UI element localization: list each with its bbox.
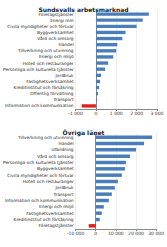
svg-text:Personliga och kulturella tjän: Personliga och kulturella tjänster <box>3 67 74 72</box>
svg-text:Handel: Handel <box>58 42 73 47</box>
svg-text:Civila myndigheter och försvar: Civila myndigheter och försvar <box>7 24 73 29</box>
svg-text:1 000: 1 000 <box>110 111 123 116</box>
svg-text:10 000: 10 000 <box>108 231 124 236</box>
svg-text:Tillverkning och utvinning: Tillverkning och utvinning <box>18 134 74 140</box>
svg-text:Tillverkning och utvinning: Tillverkning och utvinning <box>17 48 74 53</box>
svg-text:Byggverksamhet: Byggverksamhet <box>37 166 74 171</box>
svg-text:Transport: Transport <box>52 192 73 197</box>
svg-text:Energi och miljö: Energi och miljö <box>39 54 74 59</box>
svg-text:Hotell och restauranger: Hotell och restauranger <box>23 179 74 184</box>
svg-text:Övriga länet: Övriga länet <box>63 129 105 137</box>
svg-text:Jordbruk: Jordbruk <box>55 73 75 78</box>
svg-text:Sundsvalls arbetsmarknad: Sundsvalls arbetsmarknad <box>38 6 128 13</box>
svg-text:Kreditinstitut och försäkring: Kreditinstitut och försäkring <box>14 217 74 222</box>
svg-text:Hotell och restauranger: Hotell och restauranger <box>23 61 74 66</box>
svg-text:Civila myndigheter och försvar: Civila myndigheter och försvar <box>7 173 73 178</box>
svg-text:Information och kommunikation: Information och kommunikation <box>5 103 74 108</box>
svg-text:0: 0 <box>94 231 97 236</box>
svg-text:-1 000: -1 000 <box>68 111 83 116</box>
svg-text:Företagstjänster: Företagstjänster <box>38 11 74 17</box>
svg-text:Handel: Handel <box>58 141 73 146</box>
svg-text:Fastighetsverksamhet: Fastighetsverksamhet <box>26 211 74 216</box>
svg-text:-10 000: -10 000 <box>67 231 85 236</box>
svg-text:Jordbruk: Jordbruk <box>55 185 75 190</box>
svg-text:Offentlig förvaltning: Offentlig förvaltning <box>30 91 73 96</box>
svg-text:20 000: 20 000 <box>128 231 144 236</box>
svg-text:Personliga och kulturella tjän: Personliga och kulturella tjänster <box>3 160 74 165</box>
svg-text:Byggverksamhet: Byggverksamhet <box>37 30 74 35</box>
svg-text:0: 0 <box>95 111 98 116</box>
svg-text:Kreditinstitut och försäkring: Kreditinstitut och försäkring <box>14 85 74 90</box>
svg-text:Information och kommunikation: Information och kommunikation <box>5 198 74 203</box>
svg-text:3 000: 3 000 <box>151 111 164 116</box>
svg-text:2 000: 2 000 <box>130 111 143 116</box>
svg-text:Energi mm: Energi mm <box>50 18 73 23</box>
svg-text:Företagstjänster: Företagstjänster <box>38 223 73 228</box>
svg-text:Energi och miljö: Energi och miljö <box>39 204 74 209</box>
svg-text:30 000: 30 000 <box>148 231 164 236</box>
svg-text:Vård och omsorg: Vård och omsorg <box>37 154 73 159</box>
svg-text:Vård och omsorg: Vård och omsorg <box>37 36 73 41</box>
svg-text:Transport: Transport <box>52 97 73 102</box>
svg-text:Utbildning: Utbildning <box>52 147 74 152</box>
svg-text:Fastighetsverksamhet: Fastighetsverksamhet <box>26 79 74 84</box>
